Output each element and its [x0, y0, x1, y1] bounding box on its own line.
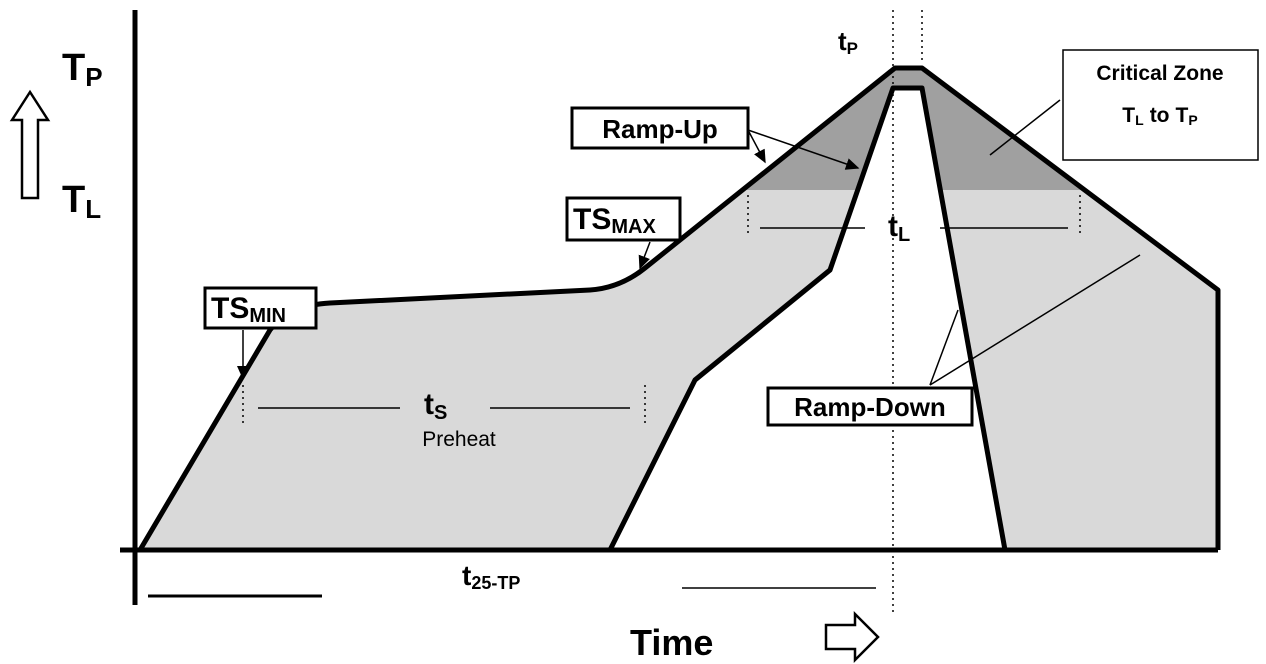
ramp-down: Ramp-Down [794, 392, 946, 422]
t25-sub: 25-TP [471, 573, 520, 593]
boxes [203, 49, 1259, 427]
guides [9, 10, 1141, 664]
tp-marker: tP [838, 26, 858, 58]
tl-label: TL [62, 179, 101, 224]
to-sub: P [1188, 112, 1197, 128]
tp-sub: P [85, 62, 102, 92]
preheat-label: Preheat [422, 428, 496, 451]
tp-label: TP [62, 47, 103, 92]
tp-sub: P [847, 39, 858, 58]
tl-sub: L [85, 194, 101, 224]
ts-sub: S [434, 402, 447, 424]
tp-main: t [838, 26, 847, 56]
t25-main: t [462, 560, 471, 591]
ts-max-sub: MAX [611, 216, 656, 238]
critical-zone-range: TL to TP [1122, 104, 1197, 128]
critical-zone-title: Critical Zone [1096, 62, 1223, 85]
ts-marker: tS [424, 388, 447, 424]
tl-main: t [888, 210, 898, 243]
ts-min-sub: MIN [249, 305, 286, 327]
profile [137, 65, 1221, 552]
from-main: T [1122, 104, 1135, 127]
ts-max: TSMAX [573, 203, 656, 238]
tl-marker: tL [888, 210, 910, 246]
axes [120, 10, 1218, 605]
x-axis-label: Time [630, 622, 713, 663]
tp-main: T [62, 47, 85, 89]
from-sub: L [1135, 112, 1144, 128]
ramp-up: Ramp-Up [602, 114, 718, 144]
to-main: T [1176, 104, 1189, 127]
tl-main: T [62, 179, 85, 221]
ts-min-main: TS [211, 292, 249, 325]
t25-label: t25-TP [462, 560, 520, 593]
ts-main: t [424, 388, 434, 421]
ts-min: TSMIN [211, 292, 286, 327]
to-word: to [1150, 104, 1170, 127]
ts-max-main: TS [573, 203, 611, 236]
tl-sub: L [898, 224, 910, 246]
